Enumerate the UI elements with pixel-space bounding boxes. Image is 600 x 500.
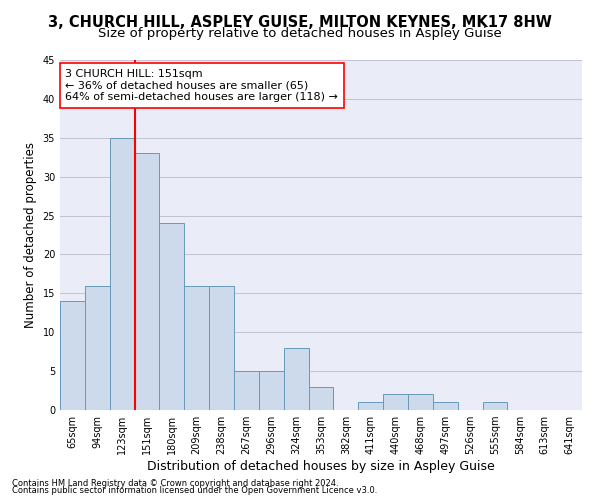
Bar [184,286,209,410]
Bar [259,371,284,410]
Bar [358,402,383,410]
Bar [408,394,433,410]
Bar [482,402,508,410]
Bar [160,224,184,410]
Bar [234,371,259,410]
Bar [308,386,334,410]
Bar [60,301,85,410]
Text: Contains public sector information licensed under the Open Government Licence v3: Contains public sector information licen… [12,486,377,495]
Text: Size of property relative to detached houses in Aspley Guise: Size of property relative to detached ho… [98,28,502,40]
Text: Contains HM Land Registry data © Crown copyright and database right 2024.: Contains HM Land Registry data © Crown c… [12,478,338,488]
Y-axis label: Number of detached properties: Number of detached properties [24,142,37,328]
Text: 3 CHURCH HILL: 151sqm
← 36% of detached houses are smaller (65)
64% of semi-deta: 3 CHURCH HILL: 151sqm ← 36% of detached … [65,68,338,102]
X-axis label: Distribution of detached houses by size in Aspley Guise: Distribution of detached houses by size … [147,460,495,473]
Bar [134,154,160,410]
Bar [110,138,134,410]
Bar [433,402,458,410]
Text: 3, CHURCH HILL, ASPLEY GUISE, MILTON KEYNES, MK17 8HW: 3, CHURCH HILL, ASPLEY GUISE, MILTON KEY… [48,15,552,30]
Bar [284,348,308,410]
Bar [209,286,234,410]
Bar [383,394,408,410]
Bar [85,286,110,410]
